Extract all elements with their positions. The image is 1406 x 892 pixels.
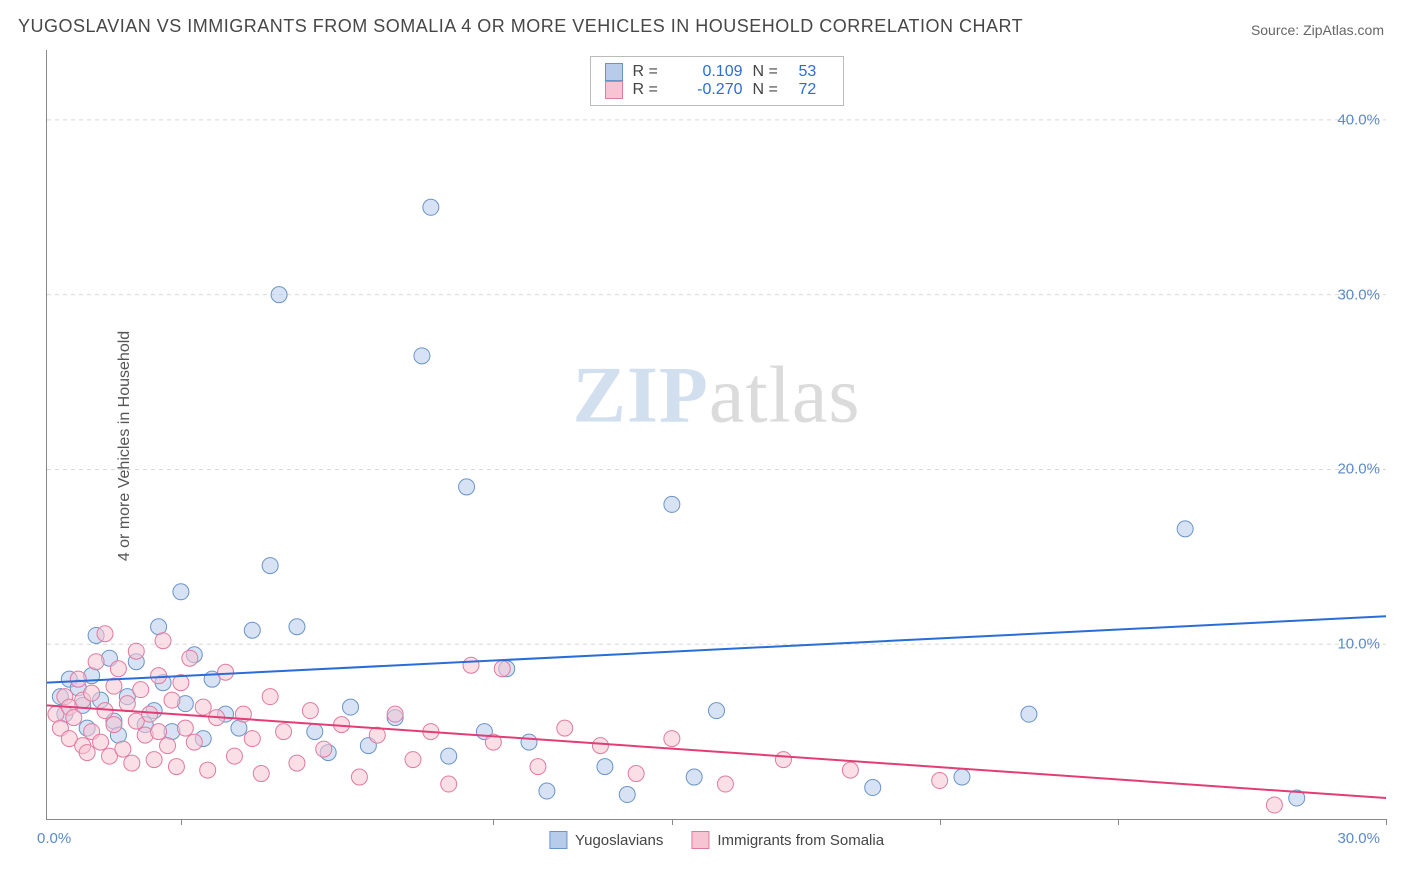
source-attribution: Source: ZipAtlas.com (1251, 22, 1384, 38)
n-label: N = (753, 63, 789, 81)
legend-item: Immigrants from Somalia (691, 831, 884, 849)
n-label: N = (753, 81, 789, 99)
y-tick-label: 30.0% (1337, 286, 1388, 303)
trend-line (47, 705, 1386, 798)
legend-stat-row: R = -0.270 N = 72 (605, 81, 829, 99)
y-tick-label: 20.0% (1337, 461, 1388, 478)
x-tick-mark (181, 819, 182, 825)
chart-title: YUGOSLAVIAN VS IMMIGRANTS FROM SOMALIA 4… (18, 16, 1023, 37)
x-axis-end-label: 30.0% (1337, 830, 1380, 847)
trend-line (47, 616, 1386, 682)
x-tick-mark (672, 819, 673, 825)
r-value: 0.109 (679, 63, 743, 81)
legend-series-name: Yugoslavians (575, 832, 663, 849)
trend-lines-layer (47, 50, 1386, 819)
source-label: Source: (1251, 22, 1299, 38)
y-tick-label: 40.0% (1337, 111, 1388, 128)
legend-item: Yugoslavians (549, 831, 663, 849)
r-label: R = (633, 81, 669, 99)
legend-swatch (605, 81, 623, 99)
legend-stats-box: R = 0.109 N = 53 R = -0.270 N = 72 (590, 56, 844, 106)
n-value: 53 (799, 63, 829, 81)
legend-bottom: Yugoslavians Immigrants from Somalia (549, 831, 884, 849)
x-tick-mark (1386, 819, 1387, 825)
n-value: 72 (799, 81, 829, 99)
x-tick-mark (1118, 819, 1119, 825)
x-axis-origin-label: 0.0% (37, 830, 71, 847)
legend-swatch (691, 831, 709, 849)
x-tick-mark (493, 819, 494, 825)
legend-swatch (605, 63, 623, 81)
r-value: -0.270 (679, 81, 743, 99)
y-tick-label: 10.0% (1337, 636, 1388, 653)
plot-area: ZIPatlas R =0.109N =53R =-0.270N =72 0.0… (46, 50, 1386, 820)
source-link[interactable]: ZipAtlas.com (1303, 22, 1384, 38)
r-label: R = (633, 63, 669, 81)
legend-swatch (549, 831, 567, 849)
x-tick-mark (940, 819, 941, 825)
legend-stat-row: R = 0.109 N = 53 (605, 63, 829, 81)
legend-series-name: Immigrants from Somalia (717, 832, 884, 849)
